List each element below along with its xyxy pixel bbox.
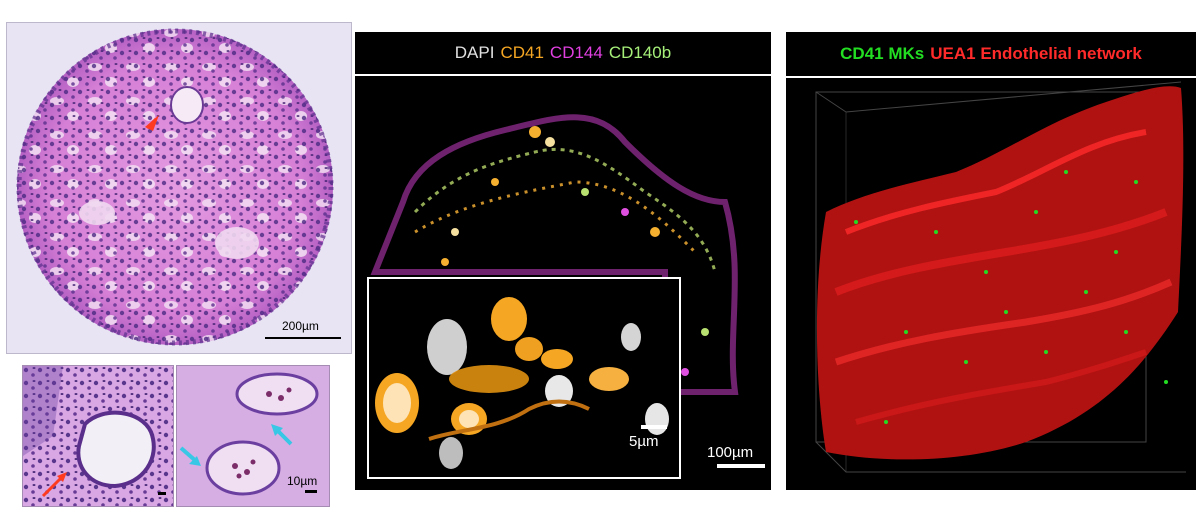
inset1-scale-bar	[158, 492, 166, 495]
he-scale-bar	[265, 337, 341, 339]
channel-label-cd140b: CD140b	[608, 43, 672, 62]
channel-label-uea1: UEA1 Endothelial network	[930, 44, 1142, 63]
channel-label-cd144: CD144	[549, 43, 603, 62]
he-inset2-illustration	[177, 366, 329, 506]
he-tissue-illustration	[16, 28, 334, 346]
he-scale-label: 200µm	[282, 319, 319, 333]
fluor-scale-label: 100µm	[707, 444, 754, 461]
fluorescence-inset-illustration	[375, 297, 669, 469]
he-inset1-illustration	[23, 366, 173, 506]
fluorescence-inset: 5µm	[367, 277, 681, 479]
channel-label-cd41: CD41	[500, 43, 544, 62]
fluor-scale-bar	[717, 464, 765, 468]
red-arrow-icon	[41, 476, 63, 498]
inset-scale-bar	[641, 425, 667, 429]
channel-label-cd41-mks: CD41 MKs	[840, 44, 925, 63]
inset-scale-label: 5µm	[629, 433, 659, 450]
he-inset-image-1	[22, 365, 174, 507]
fluorescence-tissue-illustration	[370, 114, 739, 395]
inset2-scale-bar	[305, 490, 317, 493]
fluor-channel-legend: DAPI CD41 CD144 CD140b	[355, 32, 771, 76]
he-inset-image-2: 10µm	[176, 365, 330, 507]
3d-render-illustration	[815, 81, 1186, 473]
he-stain-main-image: 200µm	[6, 22, 352, 354]
channel-label-dapi: DAPI	[454, 43, 495, 62]
3d-render-panel: CD41 MKs UEA1 Endothelial network	[786, 32, 1196, 490]
render-channel-legend: CD41 MKs UEA1 Endothelial network	[786, 32, 1196, 78]
inset2-scale-label: 10µm	[287, 474, 318, 488]
